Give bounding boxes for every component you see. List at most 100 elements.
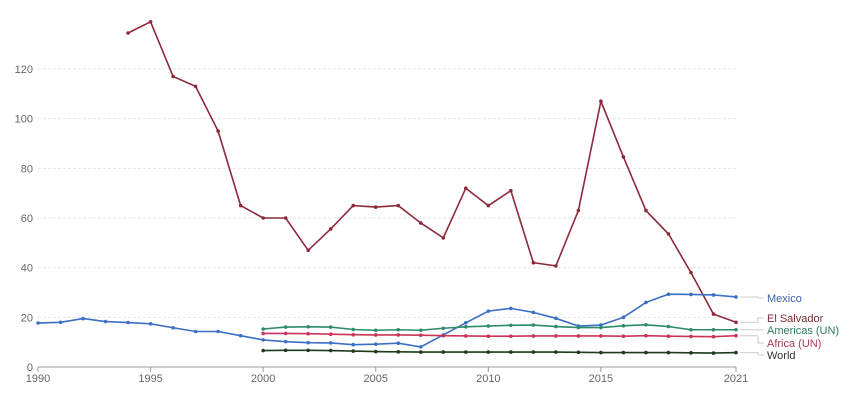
legend-connector — [740, 297, 764, 298]
data-point — [261, 349, 265, 353]
data-point — [329, 325, 333, 329]
data-point — [644, 323, 648, 327]
data-point — [351, 204, 355, 208]
data-point — [396, 204, 400, 208]
data-point — [712, 312, 716, 316]
data-point — [734, 328, 738, 332]
y-tick-label: 60 — [21, 213, 33, 225]
data-point — [509, 189, 513, 193]
data-point — [441, 326, 445, 330]
data-point — [487, 324, 491, 328]
data-point — [329, 227, 333, 231]
data-point — [374, 328, 378, 332]
data-point — [216, 129, 220, 133]
data-point — [419, 350, 423, 354]
data-point — [734, 295, 738, 299]
data-point — [554, 350, 558, 354]
data-point — [284, 325, 288, 329]
data-point — [126, 321, 130, 325]
data-point — [419, 221, 423, 225]
data-point — [464, 350, 468, 354]
data-point — [712, 293, 716, 297]
data-point — [329, 341, 333, 345]
x-tick-label: 2005 — [363, 373, 387, 385]
legend-label: Americas (UN) — [767, 325, 839, 337]
legend-label: Mexico — [767, 293, 802, 305]
data-point — [712, 335, 716, 339]
data-point — [351, 328, 355, 332]
data-point — [441, 350, 445, 354]
data-point — [171, 326, 175, 330]
data-point — [554, 264, 558, 268]
data-point — [599, 351, 603, 355]
data-point — [464, 325, 468, 329]
series-line-el-salvador — [128, 22, 736, 322]
data-point — [689, 293, 693, 297]
data-point — [194, 85, 198, 89]
data-point — [396, 350, 400, 354]
data-point — [712, 351, 716, 355]
data-point — [554, 334, 558, 338]
legend[interactable]: El Salvador Mexico Americas (UN)Africa (UN… — [740, 293, 839, 362]
y-tick-label: 80 — [21, 163, 33, 175]
legend-label: World — [767, 350, 796, 362]
data-point — [532, 311, 536, 315]
data-point — [261, 327, 265, 331]
data-point — [599, 99, 603, 103]
y-tick-label: 20 — [21, 312, 33, 324]
x-tick-label: 1990 — [26, 373, 50, 385]
data-point — [532, 261, 536, 265]
legend-label: El Salvador — [767, 313, 824, 325]
x-tick-label: 2021 — [724, 373, 748, 385]
y-tick-label: 40 — [21, 263, 33, 275]
data-point — [487, 334, 491, 338]
data-point — [104, 320, 108, 324]
data-point — [261, 338, 265, 342]
data-point — [712, 328, 716, 332]
data-point — [667, 334, 671, 338]
data-point — [374, 333, 378, 337]
data-point — [464, 321, 468, 325]
data-point — [396, 328, 400, 332]
data-point — [351, 343, 355, 347]
x-tick-label: 1995 — [138, 373, 162, 385]
data-point — [509, 334, 513, 338]
data-point — [577, 351, 581, 355]
data-point — [487, 204, 491, 208]
data-point — [216, 330, 220, 334]
data-point — [306, 248, 310, 252]
data-point — [36, 321, 40, 325]
series-line-africa-un- — [263, 333, 736, 336]
data-point — [734, 334, 738, 338]
data-point — [441, 334, 445, 338]
series-lines — [36, 20, 738, 355]
data-point — [464, 186, 468, 190]
legend-connector — [740, 336, 764, 343]
data-point — [509, 323, 513, 327]
data-point — [306, 325, 310, 329]
data-point — [261, 216, 265, 220]
data-point — [509, 350, 513, 354]
data-point — [419, 345, 423, 349]
gridlines — [38, 69, 736, 317]
data-point — [599, 334, 603, 338]
data-point — [554, 317, 558, 321]
data-point — [306, 349, 310, 353]
data-point — [374, 342, 378, 346]
data-point — [306, 341, 310, 345]
data-point — [644, 209, 648, 213]
data-point — [374, 350, 378, 354]
data-point — [532, 350, 536, 354]
data-point — [284, 340, 288, 344]
x-tick-label: 2000 — [251, 373, 275, 385]
data-point — [689, 328, 693, 332]
data-point — [284, 349, 288, 353]
y-tick-label: 120 — [15, 64, 33, 76]
data-point — [284, 216, 288, 220]
data-point — [734, 321, 738, 325]
legend-label: Africa (UN) — [767, 338, 821, 350]
data-point — [239, 334, 243, 338]
x-tick-label: 2015 — [589, 373, 613, 385]
